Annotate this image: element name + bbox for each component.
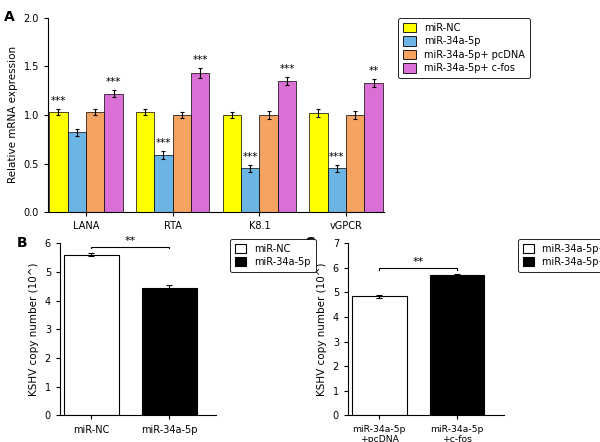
Text: ***: *** [193, 55, 208, 65]
Text: ***: *** [280, 64, 295, 74]
Bar [136, 112, 154, 212]
Legend: miR-NC, miR-34a-5p, miR-34a-5p+ pcDNA, miR-34a-5p+ c-fos: miR-NC, miR-34a-5p, miR-34a-5p+ pcDNA, m… [398, 18, 530, 78]
Text: ***: *** [106, 77, 121, 87]
Text: ***: *** [242, 152, 258, 162]
Bar [49, 112, 68, 212]
Bar [68, 133, 86, 212]
Bar [278, 81, 296, 212]
Bar [364, 83, 383, 212]
Text: ***: *** [156, 138, 171, 148]
Bar [352, 296, 407, 415]
Text: ***: *** [50, 96, 66, 106]
Bar [154, 155, 173, 212]
Text: **: ** [413, 258, 424, 267]
Y-axis label: KSHV copy number (10^): KSHV copy number (10^) [317, 263, 327, 396]
Legend: miR-34a-5p+ pcDNA, miR-34a-5p+ c-fos: miR-34a-5p+ pcDNA, miR-34a-5p+ c-fos [518, 239, 600, 272]
Legend: miR-NC, miR-34a-5p: miR-NC, miR-34a-5p [230, 239, 316, 272]
Bar [309, 113, 328, 212]
Bar [430, 275, 485, 415]
Y-axis label: KSHV copy number (10^): KSHV copy number (10^) [29, 263, 39, 396]
Text: A: A [4, 10, 15, 24]
Bar [64, 255, 119, 415]
Bar [142, 288, 197, 415]
Bar [86, 112, 104, 212]
Bar [173, 115, 191, 212]
Bar [346, 115, 364, 212]
Text: C: C [304, 236, 314, 250]
Text: **: ** [125, 236, 136, 246]
Bar [241, 168, 259, 212]
Text: ***: *** [329, 152, 344, 162]
Bar [191, 73, 209, 212]
Bar [104, 94, 123, 212]
Bar [223, 115, 241, 212]
Bar [328, 168, 346, 212]
Text: **: ** [368, 66, 379, 76]
Text: B: B [16, 236, 27, 250]
Y-axis label: Relative mRNA expression: Relative mRNA expression [8, 46, 18, 183]
Bar [259, 115, 278, 212]
